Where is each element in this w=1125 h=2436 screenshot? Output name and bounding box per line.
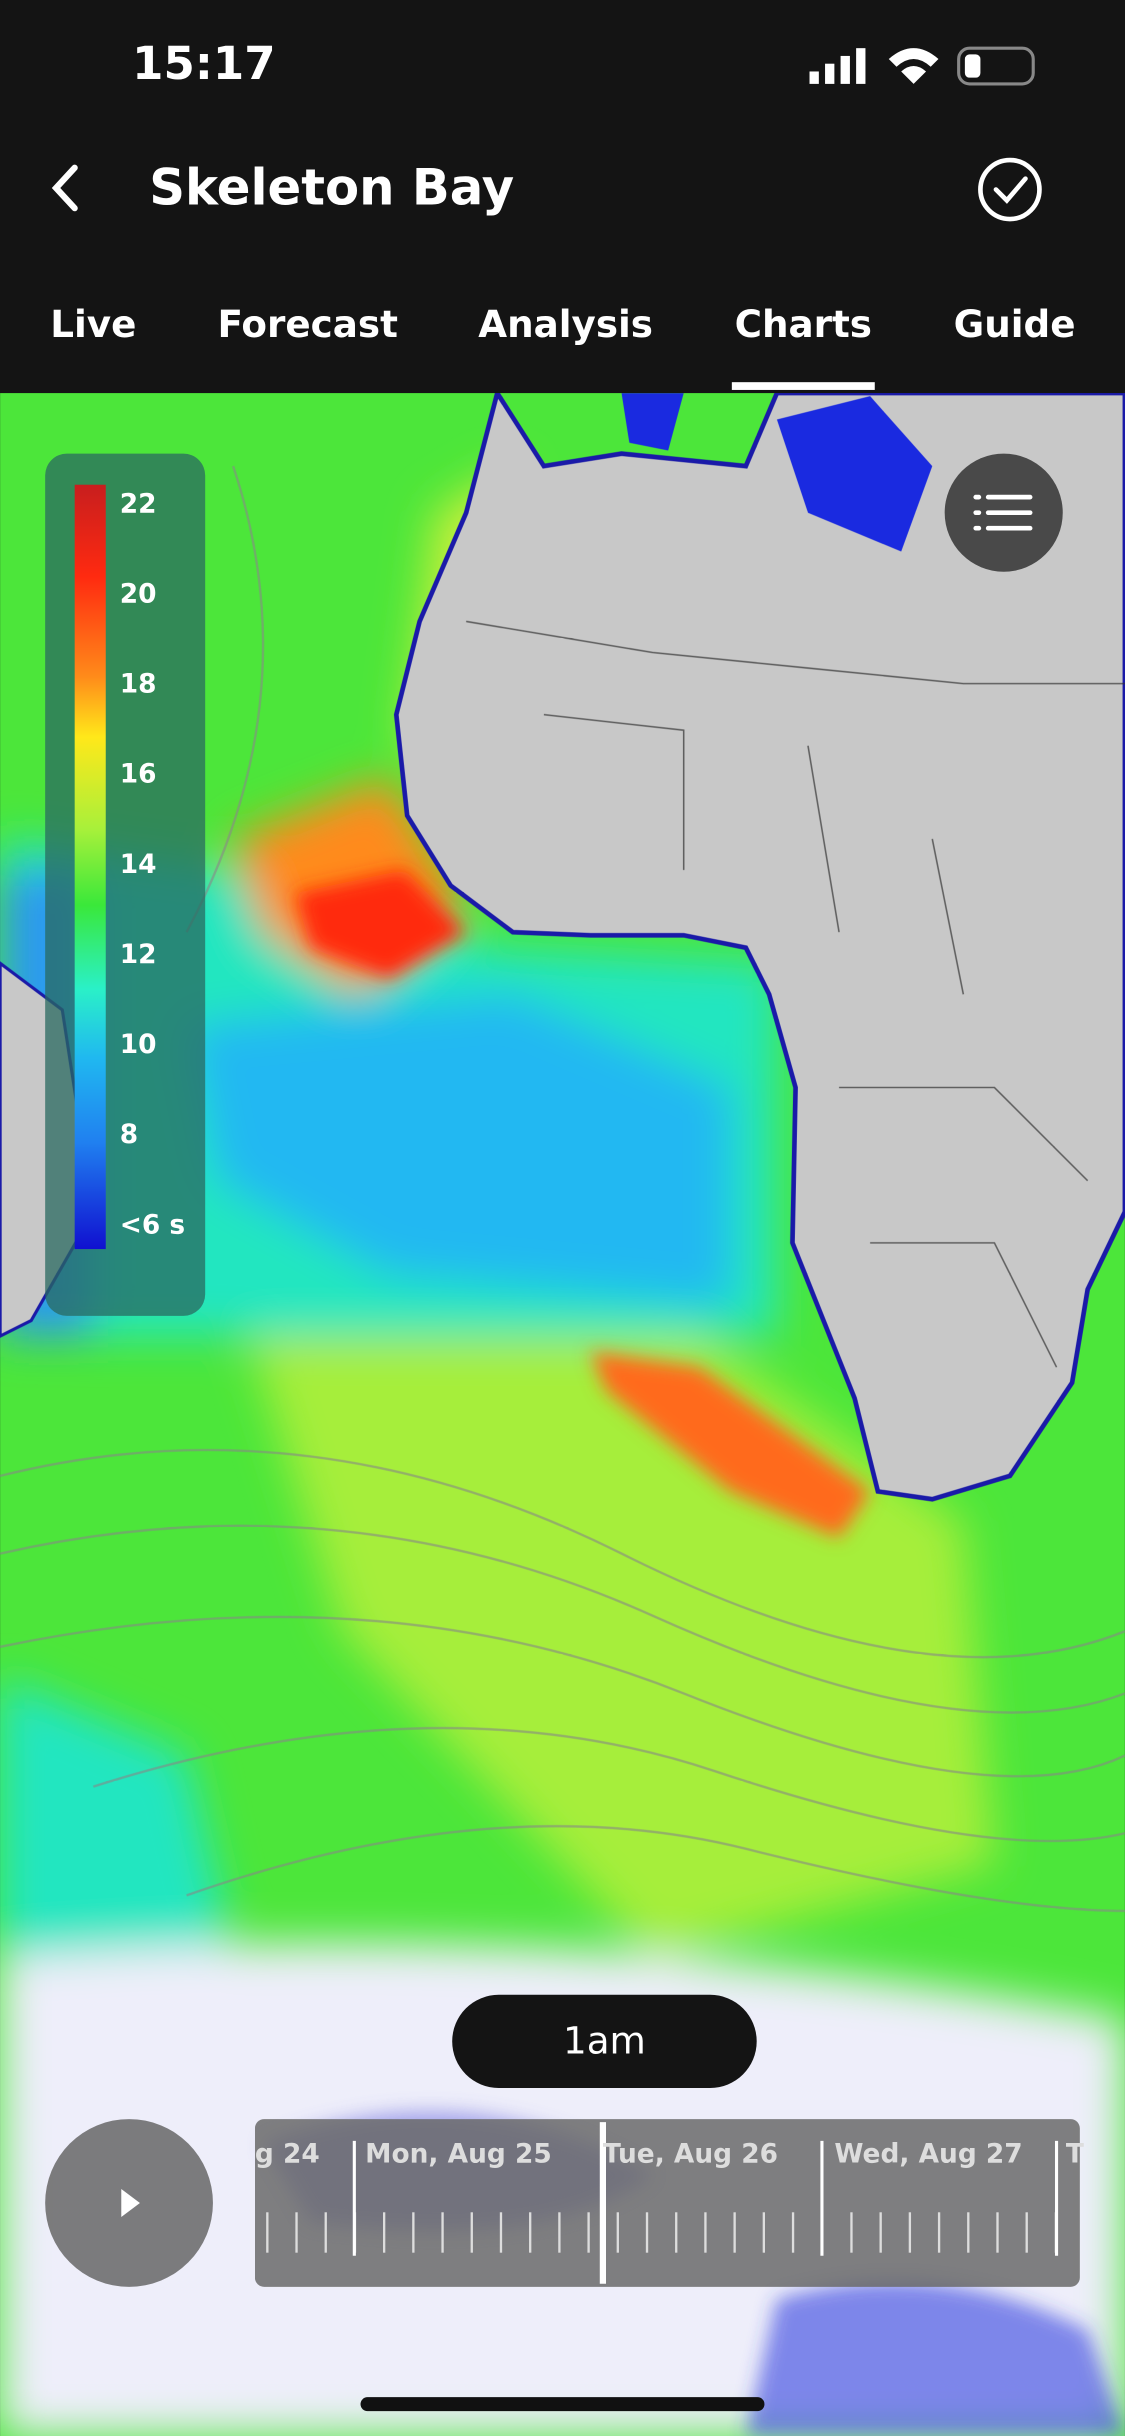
time-pill: 1am [452, 1994, 757, 2088]
time-label: 1am [563, 2018, 646, 2062]
timeline-day: Mon, Aug 25 [365, 2138, 552, 2169]
timeline-day: Tue, Aug 26 [603, 2138, 778, 2169]
legend-label: 16 [120, 759, 157, 790]
map[interactable] [0, 387, 1125, 2436]
legend-label: 18 [120, 669, 157, 700]
screen-title: Skeleton Bay [149, 159, 514, 217]
legend-label: <6 s [120, 1209, 185, 1240]
header-bg [0, 0, 1125, 394]
check-button[interactable] [978, 157, 1042, 222]
timeline-day: g 24 [255, 2138, 320, 2169]
home-indicator [360, 2397, 765, 2412]
tab[interactable]: Live [50, 302, 136, 346]
legend: 22 20 18 16 14 12 10 8 <6 s [45, 453, 206, 1316]
active-tab-indicator [731, 382, 875, 390]
status-time: 15:17 [132, 37, 275, 90]
timeline-day: Wed, Aug 27 [834, 2138, 1022, 2169]
back-button[interactable] [51, 164, 78, 212]
tab[interactable]: Charts [735, 302, 872, 346]
tab-bar: Live Forecast Analysis Charts Guide [50, 302, 1075, 346]
legend-label: 10 [120, 1029, 157, 1060]
legend-label: 8 [120, 1119, 138, 1150]
play-button[interactable] [45, 2119, 213, 2287]
tab[interactable]: Forecast [217, 302, 397, 346]
legend-label: 22 [120, 488, 157, 519]
layers-button[interactable] [944, 453, 1063, 572]
legend-label: 14 [120, 849, 157, 880]
tab[interactable]: Guide [954, 302, 1076, 346]
status-icons [809, 46, 1035, 86]
tab[interactable]: Analysis [478, 302, 653, 346]
legend-label: 12 [120, 939, 157, 970]
timeline[interactable]: g 24 Mon, Aug 25 Tue, Aug 26 Wed, Aug 27 T [254, 2119, 1084, 2287]
timeline-day: T [1066, 2138, 1084, 2169]
legend-label: 20 [120, 579, 157, 610]
